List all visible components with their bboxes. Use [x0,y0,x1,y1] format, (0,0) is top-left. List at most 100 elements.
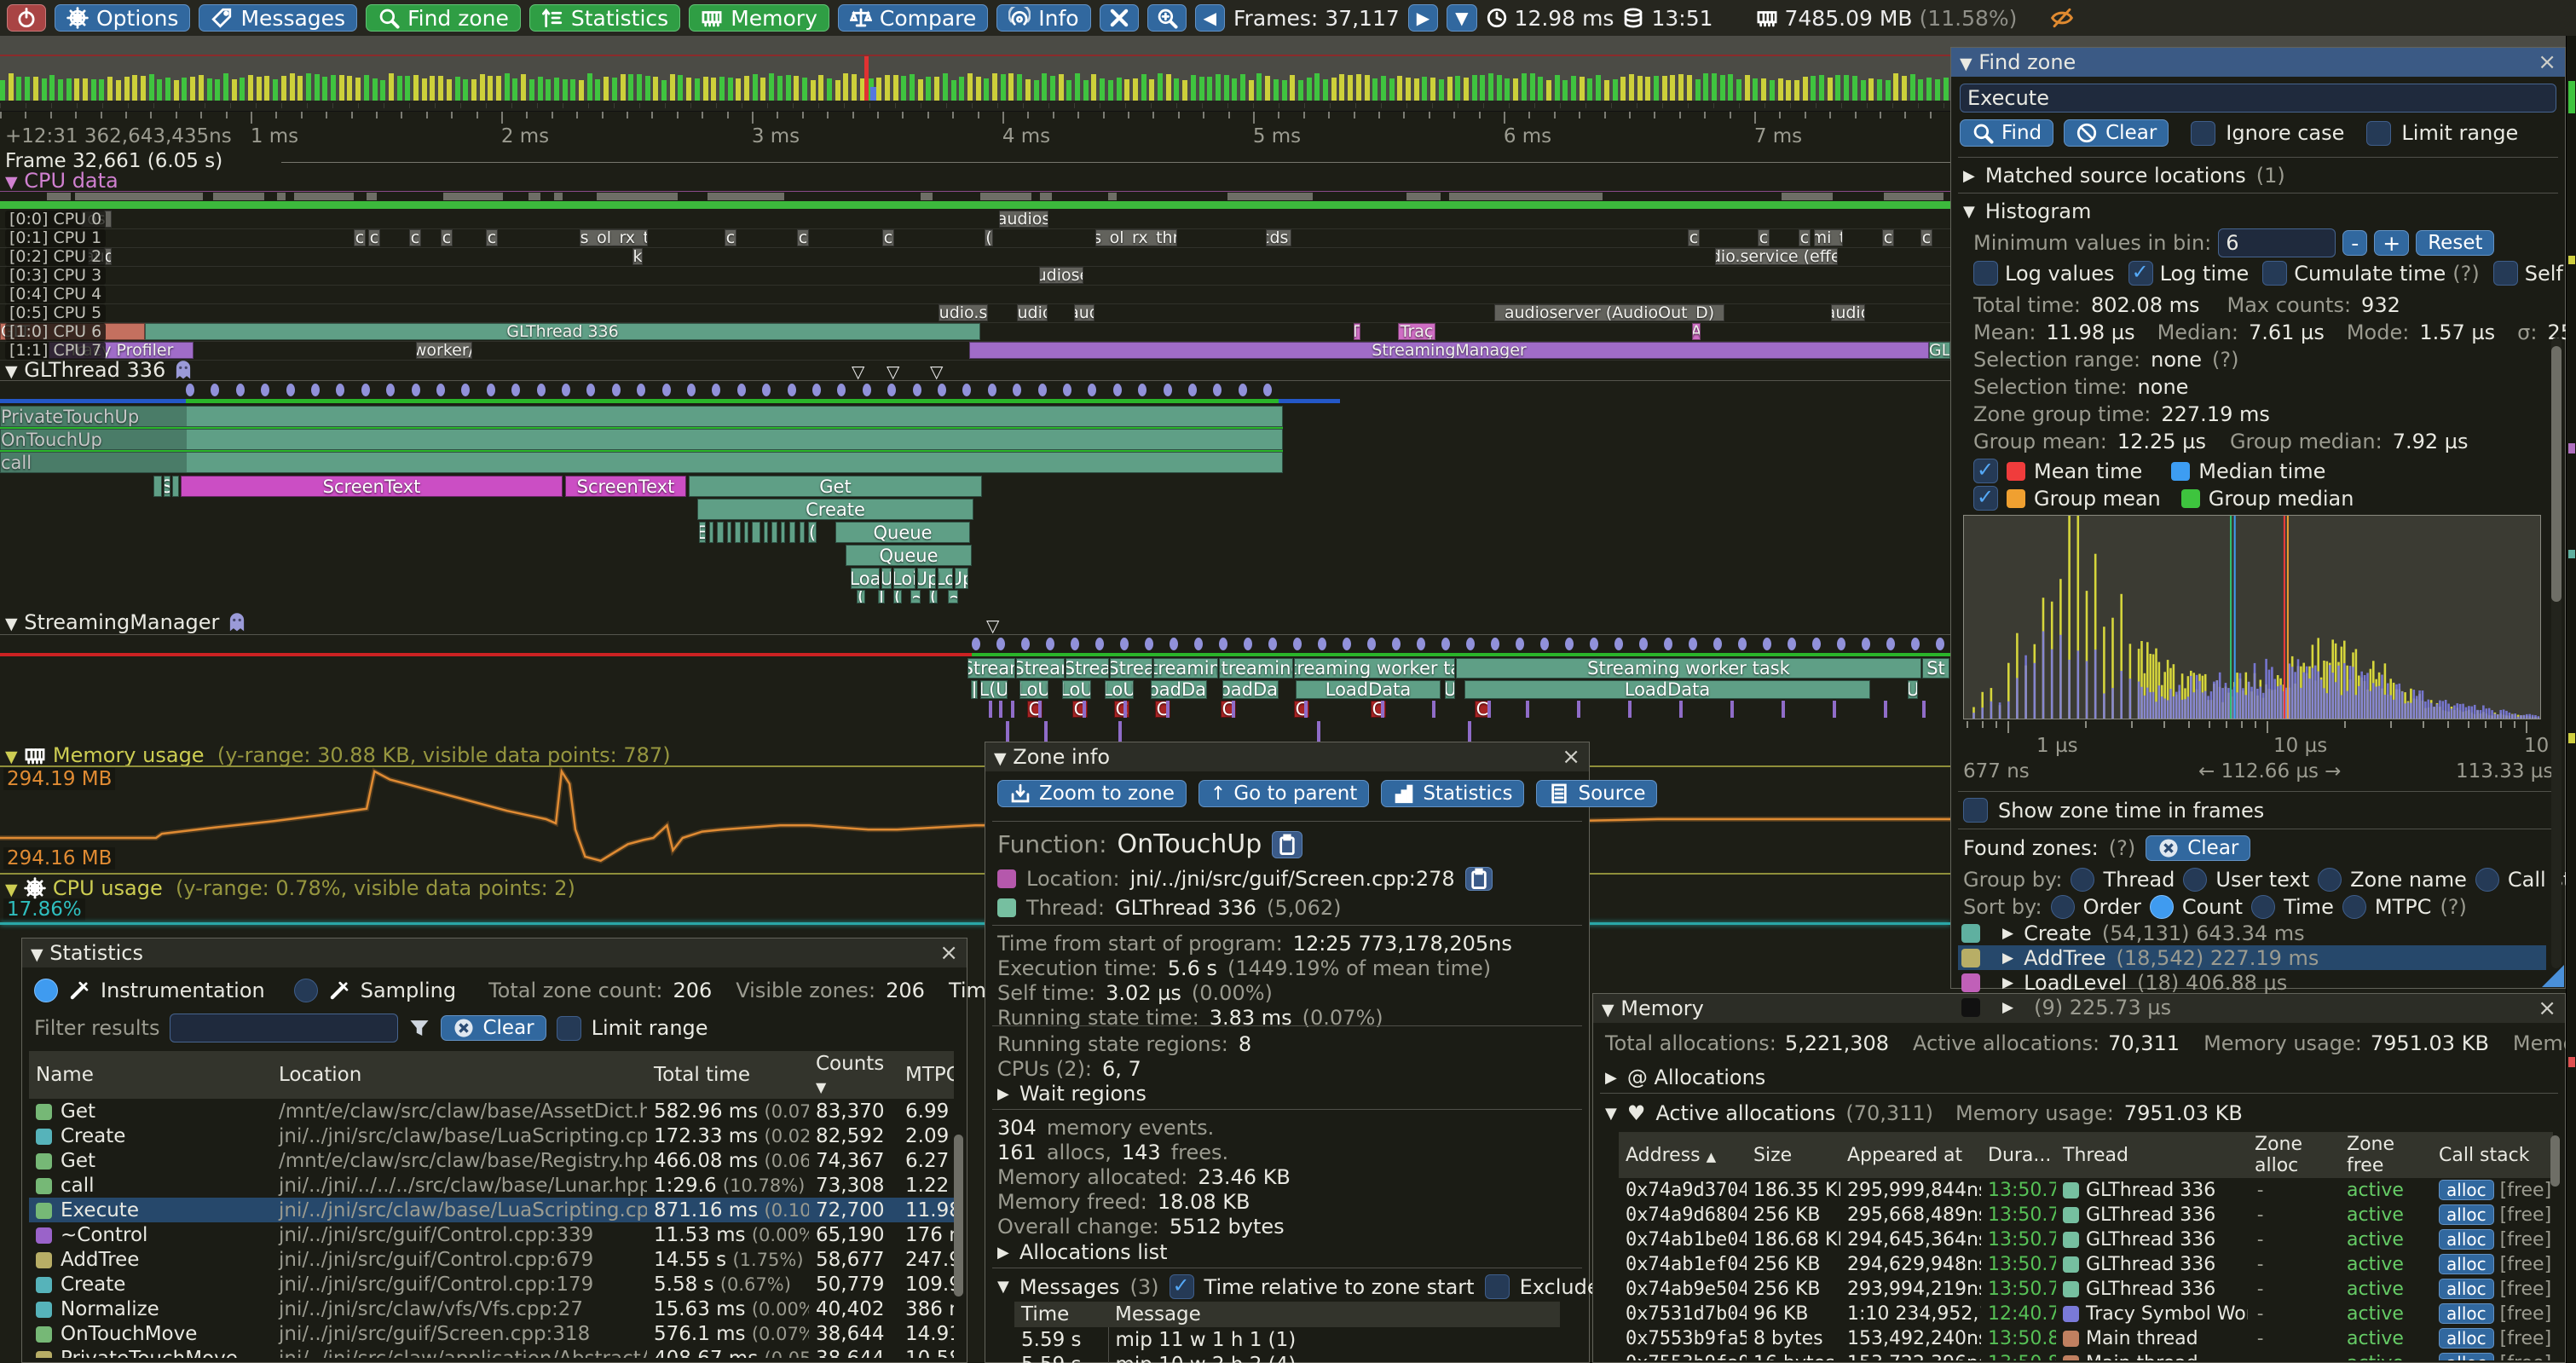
zone-bar-up[interactable]: Up [955,568,968,589]
frame-bar[interactable] [1893,73,1899,101]
log-values-checkbox[interactable] [1973,261,1998,286]
frame-bar[interactable] [1348,75,1354,101]
log-time-checkbox[interactable] [2128,260,2153,286]
power-button[interactable] [7,4,46,32]
frame-bar[interactable] [1165,74,1171,101]
frame-bar[interactable] [992,73,997,101]
limit-range-checkbox[interactable] [556,1015,581,1041]
cpu-zone-bar[interactable]: k [632,248,643,265]
statistics-button[interactable]: Statistics [528,4,681,32]
find-zone-histogram[interactable] [1963,515,2541,719]
frame-bar[interactable] [25,77,31,101]
frame-bar[interactable] [1132,78,1138,101]
frame-bar[interactable] [74,78,80,101]
col-call-stack[interactable]: Call stack [2432,1132,2553,1178]
funnel-icon[interactable] [408,1017,430,1039]
zone-bar-ontouchup[interactable]: OnTouchUp [0,429,1283,450]
frame-bar[interactable] [835,80,840,101]
frame-bar[interactable] [512,78,518,101]
zone-bar-small[interactable] [735,522,741,543]
frame-bar[interactable] [1943,78,1949,101]
frame-bar[interactable] [1934,79,1940,101]
limit-range-checkbox[interactable] [2366,120,2392,146]
frame-bar[interactable] [967,73,973,101]
find-zone-scroll-track[interactable] [2551,338,2562,968]
frame-bar[interactable] [314,74,320,101]
frame-bar[interactable] [1596,75,1602,101]
frame-bar[interactable] [1521,73,1527,101]
frame-bar[interactable] [355,78,361,101]
exclude-children-checkbox[interactable] [1484,1274,1510,1299]
frame-bar[interactable] [537,77,543,101]
frame-bar[interactable] [1058,74,1064,101]
frame-bar[interactable] [1844,75,1850,101]
cpu-zone-bar[interactable]: c [797,229,809,246]
matched-locations-expander[interactable]: ▶ Matched source locations (1) [1963,164,2285,188]
frame-bar[interactable] [41,78,47,101]
alloc-callstack-button[interactable]: alloc [2439,1353,2494,1360]
frame-bar[interactable] [1868,78,1874,101]
frame-bar[interactable] [1091,74,1097,101]
found-zone-row[interactable]: ▶ AddTree (18,542) 227.19 ms [1958,945,2546,970]
frame-bar[interactable] [917,79,923,101]
frame-bar[interactable] [562,79,568,101]
zoom-search-button[interactable] [1146,4,1187,32]
table-row[interactable]: Normalize jni/../jni/src/claw/vfs/Vfs.cpp… [29,1297,954,1321]
frame-bar[interactable] [1158,73,1163,101]
zone-bar-loaddata[interactable]: LoadDaU [1151,680,1207,699]
allocation-row[interactable]: 0x74ab1be040186.68 KB294,645,364ns13:50.… [1626,1229,2552,1250]
frame-bar[interactable] [1678,74,1684,101]
frame-bar[interactable] [926,77,932,101]
group-by-user-text[interactable] [2183,868,2208,892]
zone-bar-small[interactable] [709,522,713,543]
frame-bar[interactable] [1256,73,1262,101]
copy-clipboard-button[interactable] [1272,830,1303,858]
zone-bar-small[interactable] [789,522,795,543]
memory-usage-header[interactable]: ▼ Memory usage (y-range: 30.88 KB, visib… [5,743,671,767]
zoom-to-zone-button[interactable]: Zoom to zone [997,780,1187,807]
frame-bar[interactable] [1017,74,1023,101]
frame-bar[interactable] [1149,79,1155,101]
frame-bar[interactable] [975,77,981,101]
frame-bar[interactable] [1438,79,1444,101]
cpu-zone-bar[interactable]: audioserver (AudioOut_D) [1494,304,1724,321]
frame-bar[interactable] [984,78,990,101]
message-row[interactable]: 5.59 s mip 11 w 1 h 1 (1) [1014,1327,1560,1352]
zone-bar-streaming[interactable]: Streaming worker tas [1294,658,1455,679]
frame-bar[interactable] [1769,80,1775,101]
frame-marker-icon[interactable]: ▽ [852,361,865,382]
frame-bar[interactable] [1314,73,1320,101]
frame-bar[interactable] [1265,76,1271,101]
selected-frame-marker[interactable] [864,56,869,101]
frame-bar[interactable] [1107,80,1113,101]
frame-bar[interactable] [1083,80,1089,101]
frame-bar[interactable] [686,78,692,101]
go-to-parent-button[interactable]: ↑ Go to parent [1198,780,1370,807]
zone-bar-streaming[interactable]: St [1922,658,1949,679]
frame-bar[interactable] [405,76,411,101]
col-location[interactable]: Location [272,1051,647,1099]
found-zone-row[interactable]: ▶ LoadLevel (18) 406.88 µs [1958,970,2546,995]
frame-bar[interactable] [372,78,378,101]
frame-bar[interactable] [1851,76,1857,101]
frame-bar[interactable] [446,79,452,101]
zone-bar-streaming[interactable]: Streaming [1219,658,1293,679]
zone-bar-small[interactable] [744,522,748,543]
find-button[interactable]: Find [1960,119,2054,147]
zone-bar--[interactable]: | [878,590,885,604]
frame-bar[interactable] [611,78,617,101]
cpu-zone-bar[interactable]: audio. [1017,304,1048,321]
frame-bar[interactable] [1802,77,1808,101]
alloc-callstack-button[interactable]: alloc [2439,1328,2494,1349]
cpu-zone-bar[interactable]: aud [1074,304,1095,321]
zone-bar-streaming[interactable]: Strea [1066,658,1109,679]
zone-bar-get[interactable]: Get [689,476,982,497]
frame-bar[interactable] [83,78,88,101]
frame-bar[interactable] [1753,78,1759,101]
zone-bar-streaming[interactable]: Streaming [1153,658,1218,679]
frame-bar[interactable] [264,76,270,101]
instrumentation-radio[interactable] [34,979,58,1002]
frame-bar[interactable] [1554,75,1560,101]
frame-bar[interactable] [488,76,494,101]
frame-bar[interactable] [1297,80,1303,101]
